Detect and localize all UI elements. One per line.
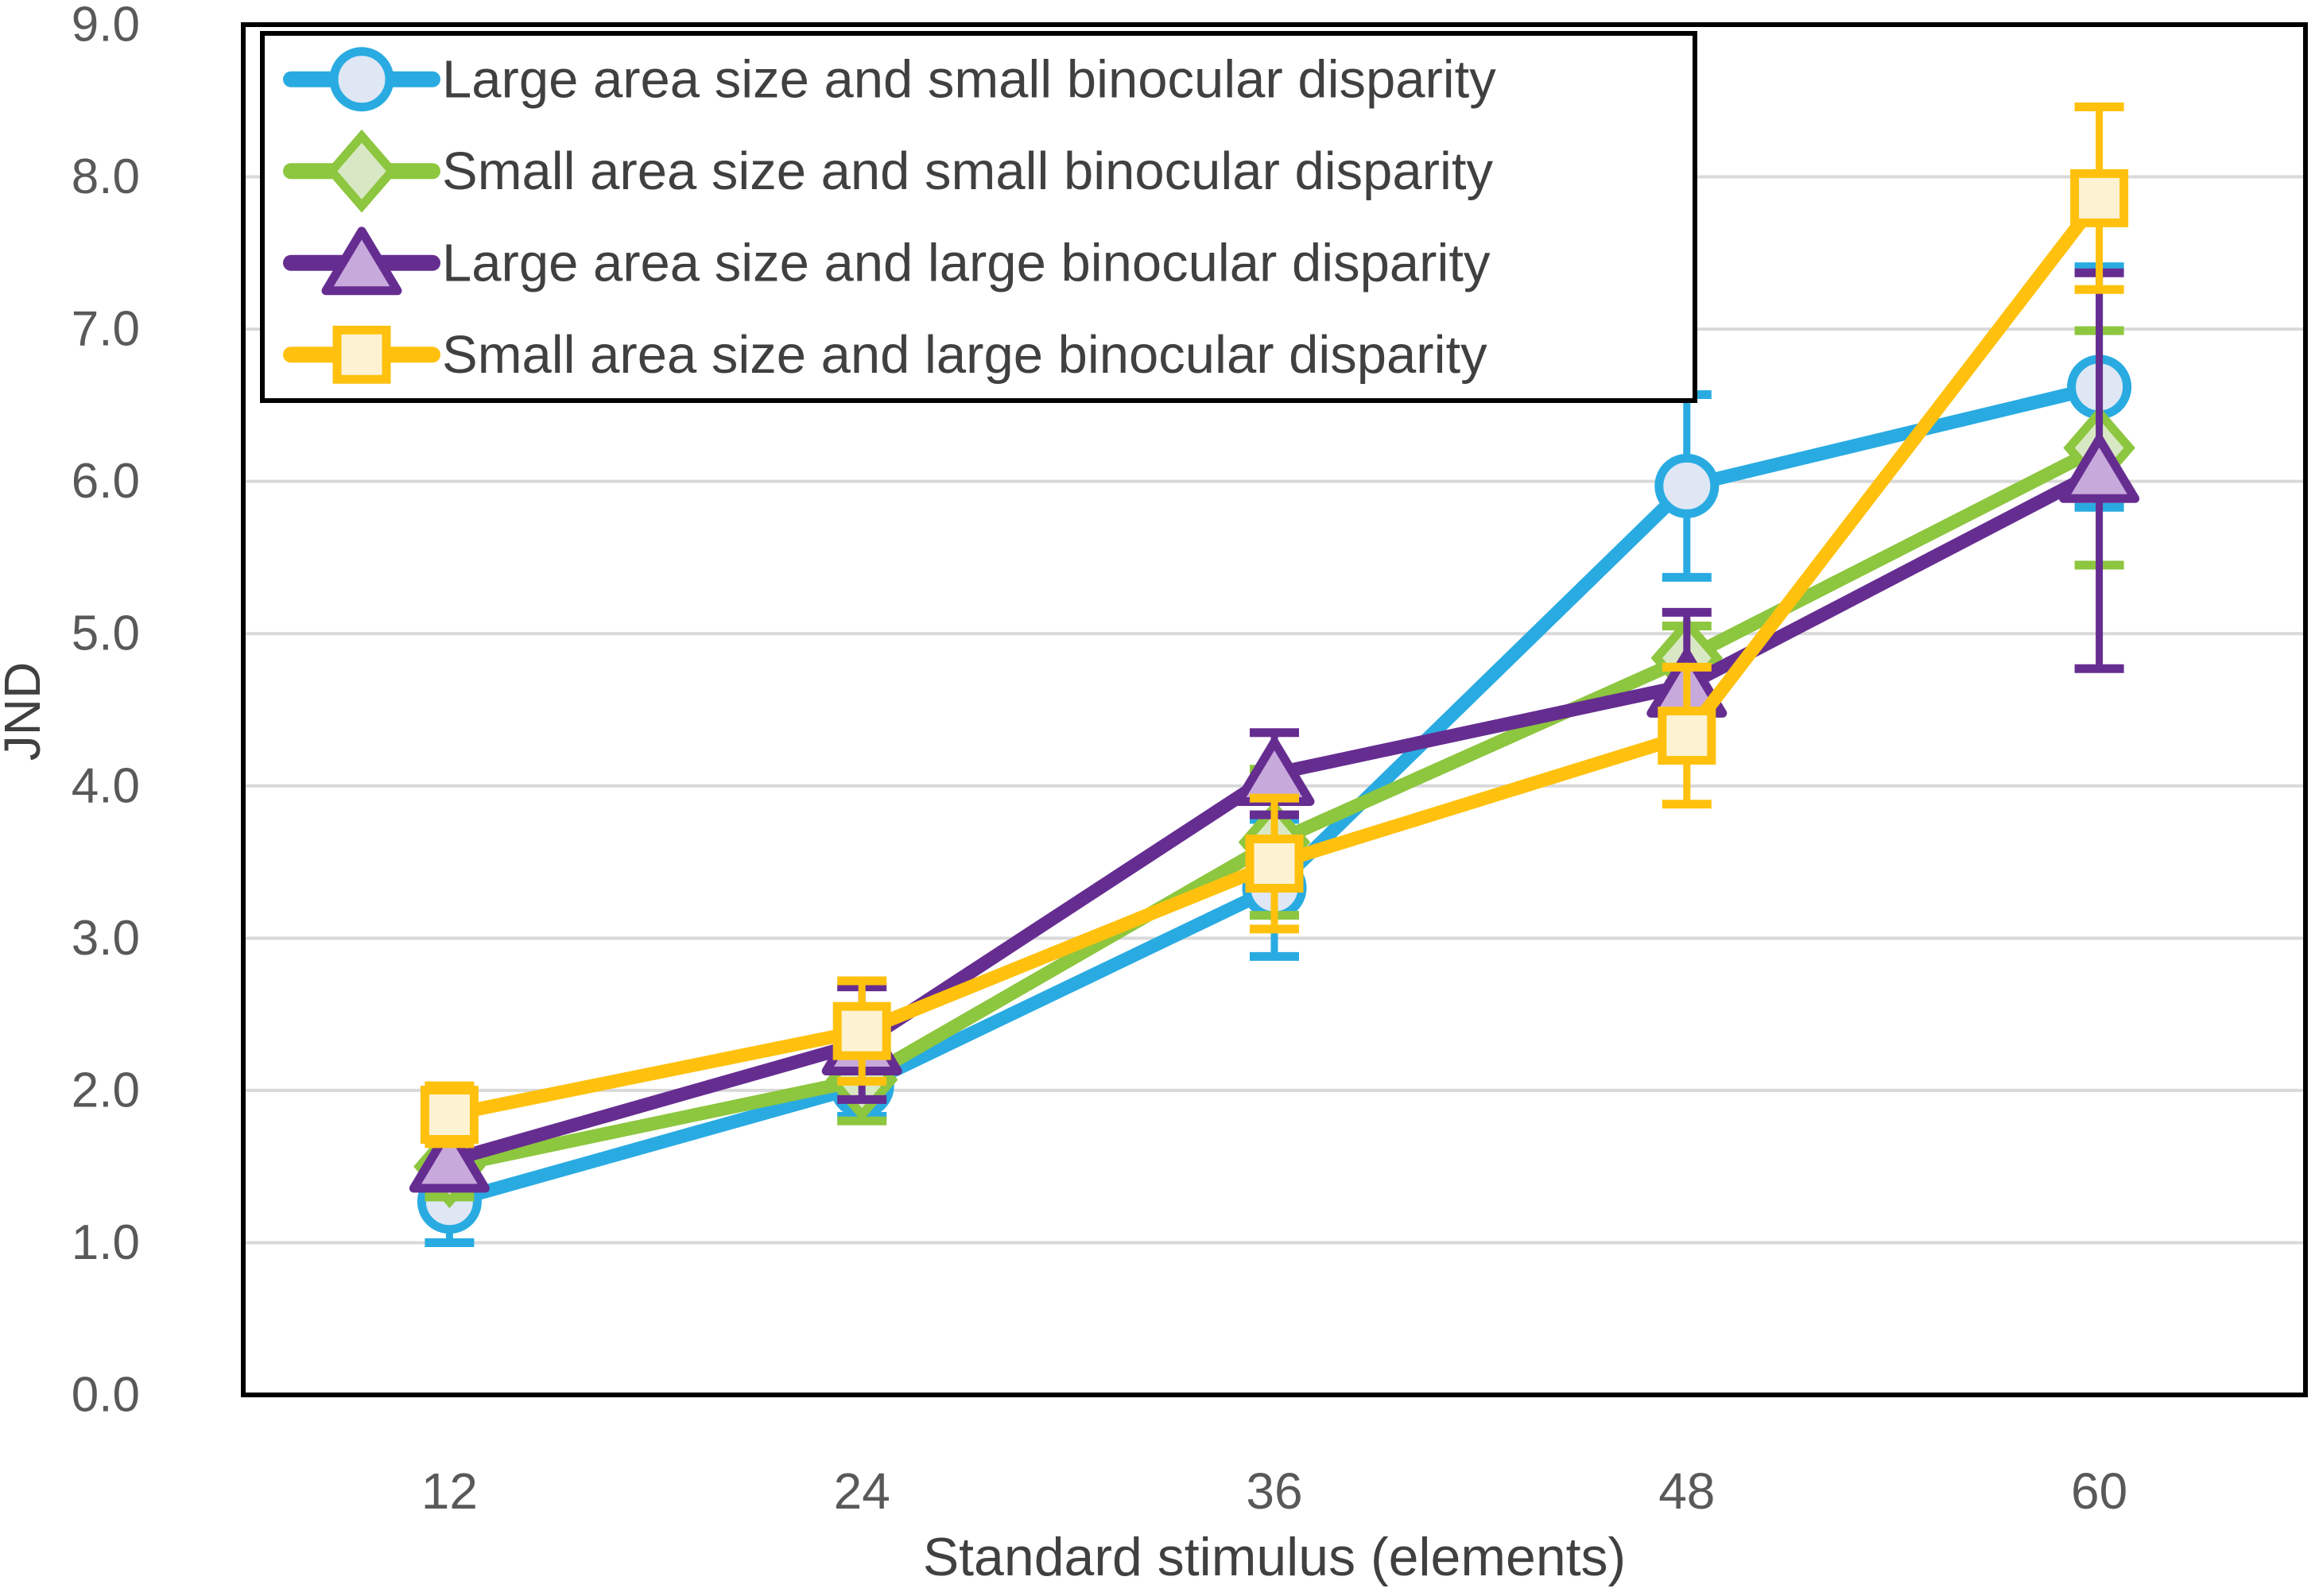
legend-key-marker — [325, 129, 398, 213]
y-tick-label: 8.0 — [72, 149, 140, 204]
legend-key-marker — [332, 325, 391, 384]
x-tick-label: 36 — [1246, 1462, 1302, 1520]
data-point-marker — [1658, 707, 1716, 765]
y-tick-label: 0.0 — [72, 1368, 140, 1423]
legend-key-marker — [321, 227, 402, 296]
plot-border — [241, 22, 2308, 1397]
data-point-marker — [1654, 453, 1720, 518]
x-tick-label: 24 — [834, 1462, 890, 1520]
data-point-marker — [1245, 834, 1304, 893]
y-tick-label: 6.0 — [72, 454, 140, 509]
y-tick-label: 3.0 — [72, 911, 140, 966]
y-tick-label: 4.0 — [72, 758, 140, 813]
series-markers — [420, 169, 2129, 1145]
data-point-marker — [2059, 434, 2140, 503]
series-triangle — [409, 268, 2140, 1193]
y-tick-label: 5.0 — [72, 606, 140, 661]
x-tick-label: 12 — [421, 1462, 478, 1520]
y-axis-title: JND — [0, 662, 51, 761]
legend-item: Small area size and small binocular disp… — [283, 129, 1493, 213]
series-square — [420, 102, 2129, 1149]
y-tick-label: 2.0 — [72, 1063, 140, 1118]
data-point-marker — [409, 1124, 490, 1193]
y-axis-labels: 0.0 1.0 2.0 3.0 4.0 5.0 6.0 7.0 8.0 9.0 — [72, 0, 140, 1423]
legend: Large area size and small binocular disp… — [260, 31, 1697, 403]
x-tick-label: 60 — [2071, 1462, 2127, 1520]
legend-label: Large area size and small binocular disp… — [442, 49, 1496, 109]
data-point-marker — [420, 1086, 479, 1145]
legend-item: Large area size and large binocular disp… — [283, 227, 1491, 296]
legend-label: Large area size and large binocular disp… — [442, 233, 1491, 292]
series-markers — [409, 434, 2140, 1193]
x-tick-label: 48 — [1658, 1462, 1715, 1520]
x-axis-labels: 12 24 36 48 60 — [421, 1462, 2127, 1520]
legend-key-marker — [329, 47, 394, 112]
y-tick-label: 9.0 — [72, 0, 140, 52]
data-point-marker — [832, 1001, 891, 1060]
x-axis-title: Standard stimulus (elements) — [923, 1527, 1626, 1587]
legend-label: Small area size and small binocular disp… — [442, 141, 1493, 201]
y-tick-label: 1.0 — [72, 1215, 140, 1270]
legend-item: Small area size and large binocular disp… — [283, 325, 1487, 385]
legend-item: Large area size and small binocular disp… — [283, 47, 1496, 112]
legend-box — [260, 31, 1697, 403]
error-bars — [425, 268, 2124, 1188]
y-tick-label: 7.0 — [72, 302, 140, 357]
data-point-marker — [2070, 169, 2129, 227]
legend-label: Small area size and large binocular disp… — [442, 325, 1487, 385]
chart-generated: 0.0 1.0 2.0 3.0 4.0 5.0 6.0 7.0 8.0 9.0 12 24 36 48 60… — [72, 0, 2308, 1520]
